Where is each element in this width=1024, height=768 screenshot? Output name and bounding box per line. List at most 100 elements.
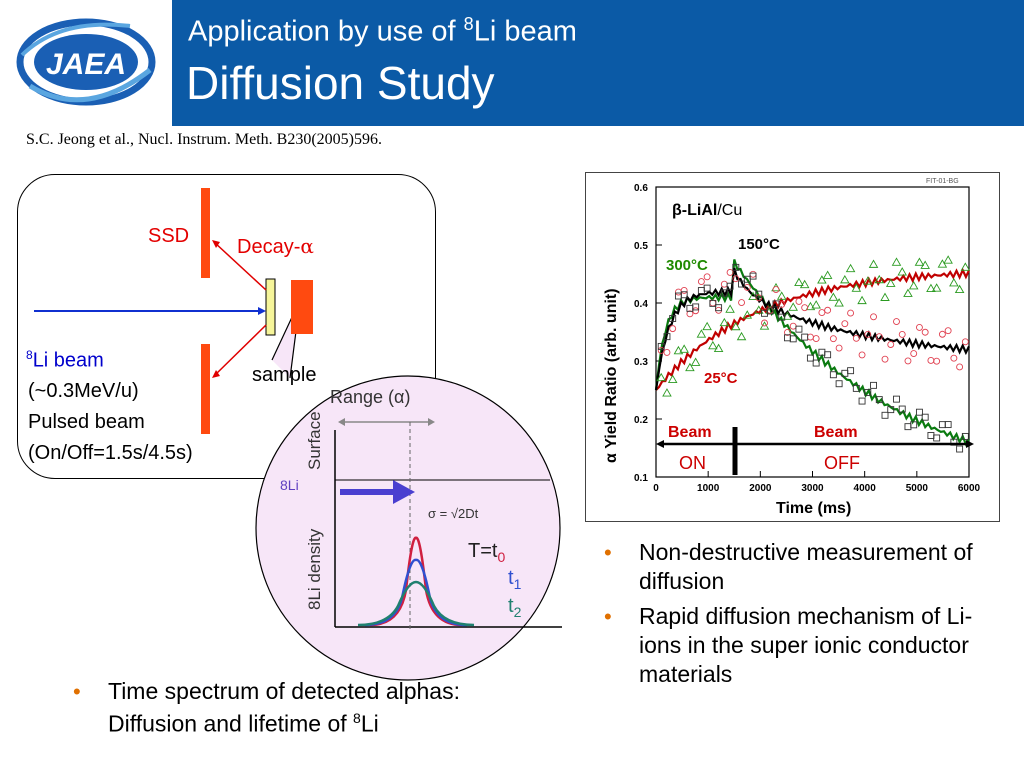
series-300c-marker — [927, 432, 935, 439]
series-300c-marker — [703, 284, 711, 292]
bottom-bullet-sup: 8 — [353, 710, 361, 726]
sample-label: sample — [252, 364, 317, 386]
series-150c-marker — [755, 294, 763, 302]
setup-box — [17, 174, 436, 479]
series-150c-marker — [938, 330, 946, 338]
series-150c-marker — [904, 357, 912, 365]
series-25c-marker — [943, 255, 953, 264]
series-150c-marker — [818, 309, 826, 317]
series-150c-marker — [732, 275, 740, 283]
series-25c-curve — [655, 267, 970, 391]
right-bullet-list: • Non-destructive measurement of diffusio… — [601, 538, 1011, 695]
series-300c-marker — [847, 367, 855, 375]
temp-300-label: 300°C — [666, 257, 708, 274]
series-25c-marker — [908, 281, 919, 290]
series-300c-marker — [732, 263, 740, 271]
series-25c-marker — [897, 267, 908, 276]
series-150c-curve — [654, 267, 970, 391]
series-300c-marker — [852, 384, 860, 392]
series-300c-marker — [692, 303, 700, 311]
series-300c-marker — [961, 432, 969, 440]
material-suffix: /Cu — [717, 202, 742, 219]
series-150c-marker — [772, 286, 780, 294]
series-25c-marker — [696, 329, 707, 338]
series-150c-marker — [784, 328, 791, 336]
series-300c-marker — [915, 408, 923, 416]
series-300c-marker — [669, 315, 677, 322]
x-tick-label: 3000 — [801, 483, 824, 494]
series-25c-marker — [788, 302, 798, 311]
series-25c-marker — [817, 275, 827, 284]
series-300c-marker — [795, 325, 803, 333]
series-25c-marker — [656, 372, 666, 382]
ssd-label: SSD — [148, 225, 190, 247]
beam-timing: (On/Off=1.5s/4.5s) — [28, 442, 193, 464]
series-300c-marker — [824, 351, 832, 359]
series-300c-marker — [921, 413, 929, 421]
series-150c-marker — [829, 335, 837, 343]
series-25c-marker — [662, 388, 672, 397]
right-bullet-text: Non-destructive measurement of diffusion — [639, 539, 973, 594]
t0-sub: 0 — [497, 549, 505, 565]
figure-id: FIT-01-BG — [926, 178, 959, 185]
series-25c-marker — [920, 260, 930, 269]
series-150c-marker — [887, 341, 895, 348]
series-300c-marker — [720, 289, 728, 297]
series-300c-marker — [657, 342, 665, 350]
right-bullet-item: • Non-destructive measurement of diffusio… — [601, 538, 1011, 596]
t0-label: T=t0 — [468, 540, 505, 565]
series-300c-marker — [697, 287, 705, 295]
y-tick-label: 0.4 — [634, 299, 648, 310]
series-150c-marker — [927, 357, 935, 364]
beam-energy: (~0.3MeV/u) — [28, 380, 139, 402]
series-150c-marker — [875, 333, 883, 341]
series-300c-marker — [904, 423, 912, 431]
series-25c-marker — [748, 291, 758, 301]
sigma-label: σ = √2Dt — [428, 506, 479, 521]
series-25c-marker — [753, 305, 764, 314]
series-300c-marker — [766, 307, 774, 315]
surface-label: Surface — [305, 411, 324, 470]
t1-sub: 1 — [514, 576, 522, 592]
right-bullet-item: • Rapid diffusion mechanism of Li-ions in… — [601, 602, 1011, 689]
series-150c-marker — [703, 273, 711, 281]
t2-sub: 2 — [514, 604, 522, 620]
series-25c-marker — [731, 321, 741, 331]
series-25c-marker — [931, 283, 942, 292]
decay-text: Decay- — [237, 236, 301, 258]
series-150c-marker — [961, 338, 969, 346]
bullet-dot: • — [604, 604, 612, 629]
title-bar — [172, 0, 1024, 126]
diffusion-diagram: Range (α) Surface 8Li density 8Li σ = √2… — [255, 300, 562, 681]
series-300c-marker — [663, 333, 671, 341]
series-25c-marker — [891, 257, 902, 266]
series-25c-marker — [903, 288, 913, 297]
series-150c-marker — [686, 310, 694, 318]
series-25c-marker — [960, 262, 971, 271]
series-25c-marker — [679, 344, 689, 353]
t2-label: t2 — [508, 595, 522, 620]
series-25c-marker — [690, 357, 701, 366]
series-150c-marker — [881, 355, 889, 363]
temp-25-label: 25°C — [704, 370, 738, 387]
bullet-dot: • — [604, 540, 612, 565]
series-25c-marker — [851, 283, 862, 292]
series-25c-marker — [868, 259, 879, 268]
series-25c-marker — [828, 292, 839, 301]
series-150c-marker — [933, 357, 941, 365]
series-300c-marker — [933, 434, 941, 442]
series-150c-marker — [663, 348, 671, 356]
series-25c-marker — [799, 279, 810, 289]
beam-label: 8Li beam — [26, 348, 104, 373]
series-300c-marker — [893, 395, 900, 403]
x-axis-label: Time (ms) — [776, 500, 851, 517]
series-300c-marker — [835, 380, 843, 388]
x-tick-label: 1000 — [697, 483, 720, 494]
series-25c-marker — [834, 298, 844, 307]
material-label: β-LiAl/Cu — [672, 202, 742, 219]
series-150c-marker — [921, 328, 929, 336]
bullet-dot: • — [73, 679, 81, 704]
x-ticks: 0 1000 2000 3000 4000 5000 6000 — [653, 471, 981, 494]
series-150c-marker — [864, 330, 872, 338]
x-tick-label: 4000 — [854, 483, 877, 494]
